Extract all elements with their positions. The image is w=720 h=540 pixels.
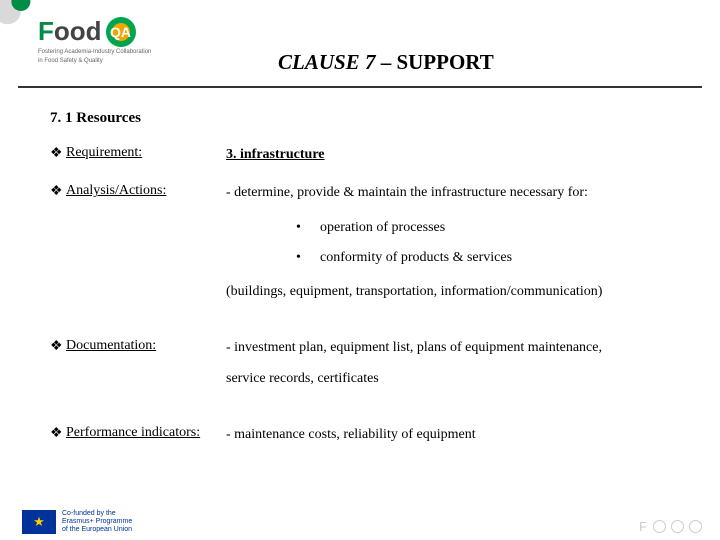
list-item: operation of processes	[296, 218, 694, 238]
title-italic: CLAUSE 7	[278, 50, 381, 74]
header: Food QA Fostering Academia-Industry Coll…	[18, 0, 702, 88]
corner-decoration	[0, 0, 38, 30]
documentation-value: - investment plan, equipment list, plans…	[226, 338, 694, 407]
documentation-line: - investment plan, equipment list, plans…	[226, 338, 694, 358]
diamond-icon: ❖	[50, 425, 66, 442]
content: 7. 1 Resources ❖ Requirement: 3. infrast…	[0, 88, 720, 445]
page-title: CLAUSE 7 – SUPPORT	[278, 50, 494, 75]
ring-icon	[653, 520, 666, 533]
eu-text: Co-funded by the Erasmus+ Programme of t…	[62, 510, 132, 533]
footer-right-watermark: F	[639, 519, 702, 534]
requirement-label: Requirement:	[66, 145, 226, 161]
row-analysis: ❖ Analysis/Actions: - determine, provide…	[50, 183, 694, 320]
section-heading: 7. 1 Resources	[50, 110, 694, 127]
list-item: conformity of products & services	[296, 248, 694, 268]
analysis-line: - determine, provide & maintain the infr…	[226, 183, 694, 203]
title-bold: – SUPPORT	[381, 50, 494, 74]
performance-value: - maintenance costs, reliability of equi…	[226, 425, 694, 445]
logo-rest: ood	[54, 16, 102, 46]
analysis-value: - determine, provide & maintain the infr…	[226, 183, 694, 320]
footer-left: ★ Co-funded by the Erasmus+ Programme of…	[22, 510, 132, 534]
documentation-cont: service records, certificates	[226, 369, 694, 389]
eu-line-1: Co-funded by the	[62, 510, 132, 518]
performance-label: Performance indicators:	[66, 425, 226, 441]
logo-badge-text: QA	[112, 23, 130, 41]
analysis-paren: (buildings, equipment, transportation, i…	[226, 282, 694, 302]
diamond-icon: ❖	[50, 145, 66, 162]
diamond-icon: ❖	[50, 338, 66, 355]
logo: Food QA Fostering Academia-Industry Coll…	[38, 16, 188, 64]
documentation-label: Documentation:	[66, 338, 226, 354]
logo-text: Food QA	[38, 16, 188, 47]
analysis-sublist: operation of processes conformity of pro…	[226, 218, 694, 269]
analysis-label: Analysis/Actions:	[66, 183, 226, 199]
eu-line-3: of the European Union	[62, 526, 132, 534]
eu-flag-icon: ★	[22, 510, 56, 534]
row-performance: ❖ Performance indicators: - maintenance …	[50, 425, 694, 445]
logo-prefix: F	[38, 16, 54, 46]
ring-icon	[671, 520, 684, 533]
eu-line-2: Erasmus+ Programme	[62, 518, 132, 526]
logo-tagline-2: in Food Safety & Quality	[38, 58, 188, 65]
diamond-icon: ❖	[50, 183, 66, 200]
logo-tagline-1: Fostering Academia-Industry Collaboratio…	[38, 49, 188, 56]
row-requirement: ❖ Requirement: 3. infrastructure	[50, 145, 694, 165]
ring-icon	[689, 520, 702, 533]
logo-badge: QA	[106, 17, 136, 47]
requirement-value: 3. infrastructure	[226, 145, 694, 165]
row-documentation: ❖ Documentation: - investment plan, equi…	[50, 338, 694, 407]
watermark-letter: F	[639, 519, 648, 534]
